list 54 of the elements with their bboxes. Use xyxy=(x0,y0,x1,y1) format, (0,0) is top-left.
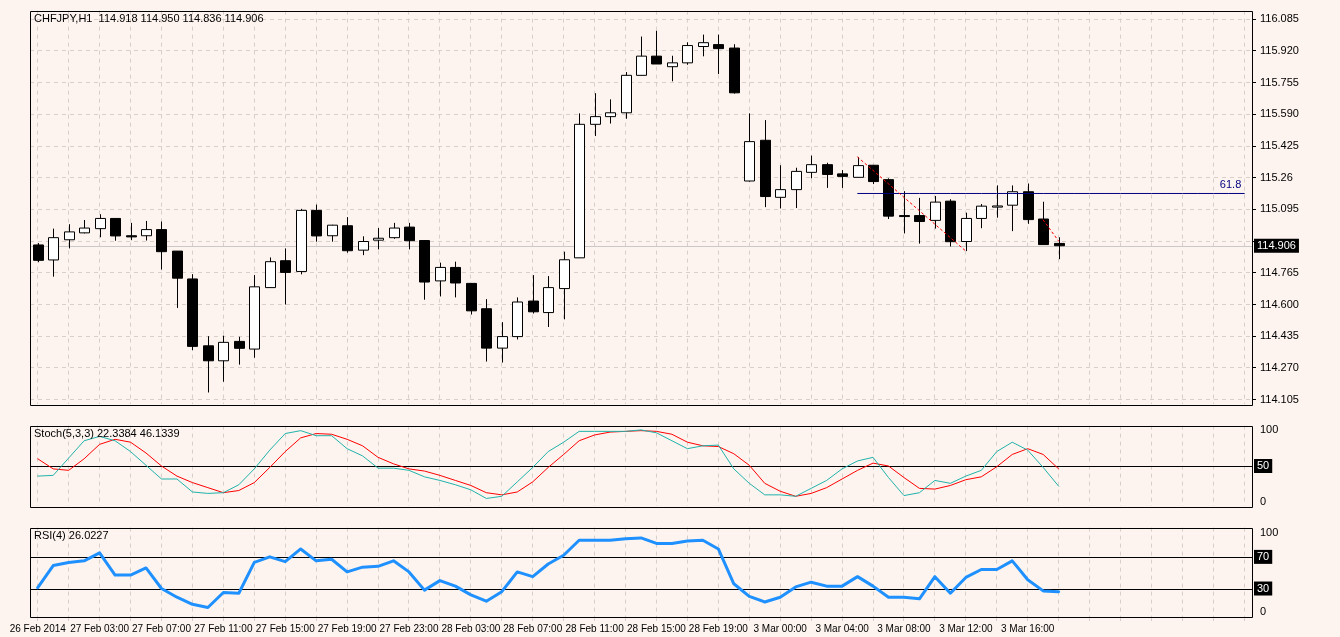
x-tick-label: 3 Mar 08:00 xyxy=(877,622,932,634)
x-tick-label: 3 Mar 00:00 xyxy=(753,622,808,634)
candlestick xyxy=(775,164,786,209)
x-tick-label: 27 Feb 23:00 xyxy=(379,622,439,634)
x-tick-label: 28 Feb 19:00 xyxy=(688,622,749,634)
candlestick xyxy=(914,197,925,245)
y-tick-label: 115.755 xyxy=(1260,75,1299,88)
ref-line-label: 114.906 xyxy=(1257,238,1296,251)
x-tick-label: 3 Mar 12:00 xyxy=(939,622,993,634)
ref-line-label: 50 xyxy=(1257,459,1270,472)
y-tick-label: 114.435 xyxy=(1260,329,1299,342)
chart-title: Stoch(5,3,3) 22.3384 46.1339 xyxy=(34,427,180,440)
y-tick-label: 115.26 xyxy=(1260,170,1293,183)
candlestick xyxy=(590,92,601,137)
y-tick-label: 114.270 xyxy=(1260,360,1299,373)
candlestick xyxy=(497,321,508,364)
x-tick-label: 28 Feb 03:00 xyxy=(441,622,501,634)
candlestick xyxy=(822,162,833,189)
x-tick-label: 27 Feb 07:00 xyxy=(132,622,192,634)
y-tick-label: 114.600 xyxy=(1260,297,1299,310)
ref-line-label: 70 xyxy=(1257,549,1270,562)
x-tick-label: 3 Mar 16:00 xyxy=(1001,622,1055,634)
y-tick-label: 114.765 xyxy=(1260,265,1299,278)
x-tick-label: 28 Feb 15:00 xyxy=(627,622,687,634)
chart-title: RSI(4) 26.0227 xyxy=(34,529,109,542)
candlestick xyxy=(698,34,709,57)
y-tick-label: 0 xyxy=(1260,605,1267,618)
candlestick xyxy=(806,155,817,179)
x-tick-label: 26 Feb 2014 xyxy=(9,622,67,634)
x-tick-label: 3 Mar 04:00 xyxy=(815,622,870,634)
candlestick xyxy=(280,247,291,306)
chart-title: CHFJPY,H1 114.918 114.950 114.836 114.906 xyxy=(34,12,264,25)
y-tick-label: 0 xyxy=(1260,495,1267,508)
y-tick-label: 115.590 xyxy=(1260,107,1299,120)
x-tick-label: 27 Feb 15:00 xyxy=(255,622,316,634)
ref-line-label: 30 xyxy=(1257,581,1270,594)
line-series xyxy=(857,156,967,252)
x-tick-label: 27 Feb 11:00 xyxy=(194,622,253,634)
y-tick-label: 115.920 xyxy=(1260,43,1299,56)
series-label: 61.8 xyxy=(1219,178,1242,191)
y-tick-label: 114.105 xyxy=(1260,392,1299,405)
x-tick-label: 27 Feb 03:00 xyxy=(70,622,130,634)
y-tick-label: 100 xyxy=(1260,422,1279,435)
x-tick-label: 27 Feb 19:00 xyxy=(317,622,378,634)
candlestick xyxy=(358,235,369,256)
x-tick-label: 28 Feb 11:00 xyxy=(565,622,625,634)
candlestick xyxy=(33,242,44,263)
candlestick xyxy=(1007,184,1018,232)
y-tick-label: 115.425 xyxy=(1260,139,1299,152)
x-tick-label: 28 Feb 07:00 xyxy=(503,622,563,634)
candlestick xyxy=(992,184,1003,219)
y-tick-label: 116.085 xyxy=(1260,12,1299,25)
y-tick-label: 115.095 xyxy=(1260,202,1299,215)
y-tick-label: 100 xyxy=(1260,526,1279,539)
